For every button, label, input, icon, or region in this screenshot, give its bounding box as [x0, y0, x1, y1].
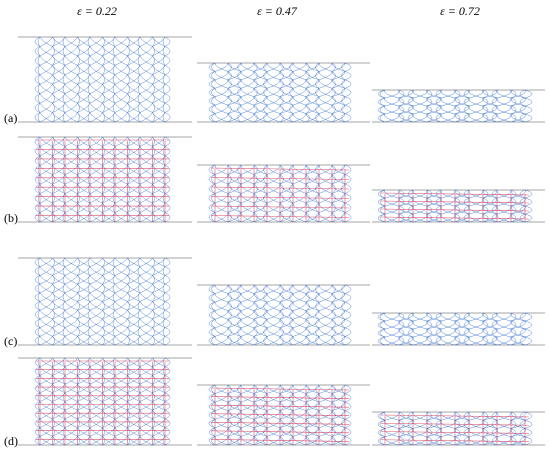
lattice-struts	[208, 284, 352, 346]
row-label: (b)	[4, 211, 18, 225]
row-label: (d)	[4, 434, 18, 448]
lattice-struts-red	[380, 192, 530, 222]
lattice-struts	[34, 136, 171, 223]
lattice-struts-red	[36, 139, 169, 222]
lattice-struts	[208, 62, 352, 123]
lattice-struts	[34, 357, 171, 446]
lattice-struts	[377, 89, 533, 123]
column-header: ε = 0.72	[440, 4, 480, 18]
lattice-struts	[34, 36, 171, 123]
lattice-struts-red	[36, 360, 169, 445]
lattice-panels	[18, 36, 545, 446]
lattice-struts-red	[380, 414, 530, 445]
lattice-struts-red	[210, 387, 350, 445]
lattice-struts-red	[210, 167, 350, 222]
lattice-struts	[34, 257, 171, 346]
row-label: (c)	[4, 334, 17, 348]
column-header: ε = 0.22	[77, 4, 117, 18]
row-label: (a)	[4, 111, 17, 125]
column-header: ε = 0.47	[257, 4, 298, 18]
lattice-struts	[377, 312, 533, 346]
